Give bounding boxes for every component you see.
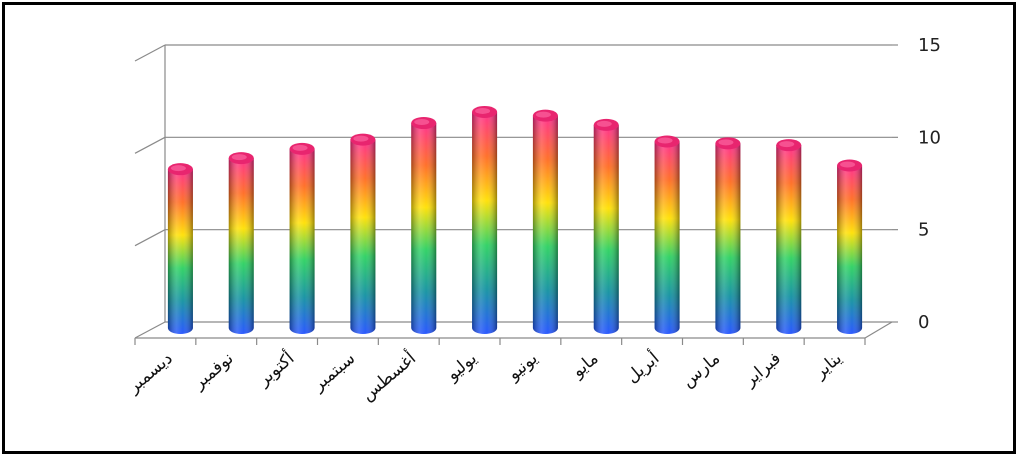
bar-shading <box>837 165 863 334</box>
bar <box>837 159 863 334</box>
y-tick-label: 15 <box>918 35 941 56</box>
bar-shading <box>411 123 437 335</box>
x-category-label: سبتمبر <box>308 349 359 396</box>
bar-top-highlight <box>353 135 369 142</box>
bar-top-highlight <box>292 144 308 151</box>
bar <box>228 152 254 334</box>
y-tick-label: 10 <box>918 127 941 148</box>
bar-shading <box>350 139 376 334</box>
bar-shading <box>228 158 254 334</box>
bar-shading <box>472 111 498 334</box>
x-category-label: مارس <box>678 349 724 392</box>
wall-line <box>134 321 166 339</box>
x-category-label: نوفمبر <box>189 349 238 395</box>
y-tick-label: 5 <box>918 220 929 241</box>
x-category-label: يونيو <box>503 348 541 385</box>
bar <box>654 135 680 334</box>
wall-line <box>134 229 166 247</box>
bar-shading <box>715 143 741 334</box>
bar-shading <box>167 169 193 334</box>
bar-top-highlight <box>840 161 856 168</box>
bar-top-highlight <box>596 120 612 127</box>
bar-top-highlight <box>475 107 491 114</box>
bar <box>532 109 558 334</box>
bar-shading <box>593 124 619 334</box>
bar <box>411 117 437 335</box>
bar-top-highlight <box>414 119 430 126</box>
bar <box>776 139 802 334</box>
x-category-label: ديسمبر <box>123 349 176 398</box>
y-tick-label: 0 <box>918 312 929 333</box>
bar <box>715 137 741 334</box>
bar-top-highlight <box>535 111 551 118</box>
bar-shading <box>532 115 558 334</box>
x-category-label: يوليو <box>442 348 481 385</box>
bar-top-highlight <box>231 154 247 161</box>
floor-side <box>864 321 893 339</box>
bar-top-highlight <box>718 139 734 146</box>
wall-line <box>134 44 166 62</box>
bar-top-highlight <box>170 165 186 172</box>
bar-shading <box>776 145 802 334</box>
bar-shading <box>654 141 680 334</box>
wall-line <box>134 136 166 154</box>
x-category-label: أبريل <box>621 347 663 387</box>
bar <box>472 105 498 334</box>
x-category-label: يناير <box>810 348 846 383</box>
bar <box>593 118 619 334</box>
bar <box>167 163 193 334</box>
bar-top-highlight <box>779 141 795 148</box>
bar <box>289 142 315 334</box>
bar-top-highlight <box>657 137 673 144</box>
x-category-label: فبراير <box>740 349 785 392</box>
x-category-label: أغسطس <box>356 347 419 405</box>
x-category-label: مايو <box>568 349 603 383</box>
bar <box>350 133 376 334</box>
x-category-label: أكتوبر <box>252 347 298 391</box>
bar-shading <box>289 148 315 334</box>
